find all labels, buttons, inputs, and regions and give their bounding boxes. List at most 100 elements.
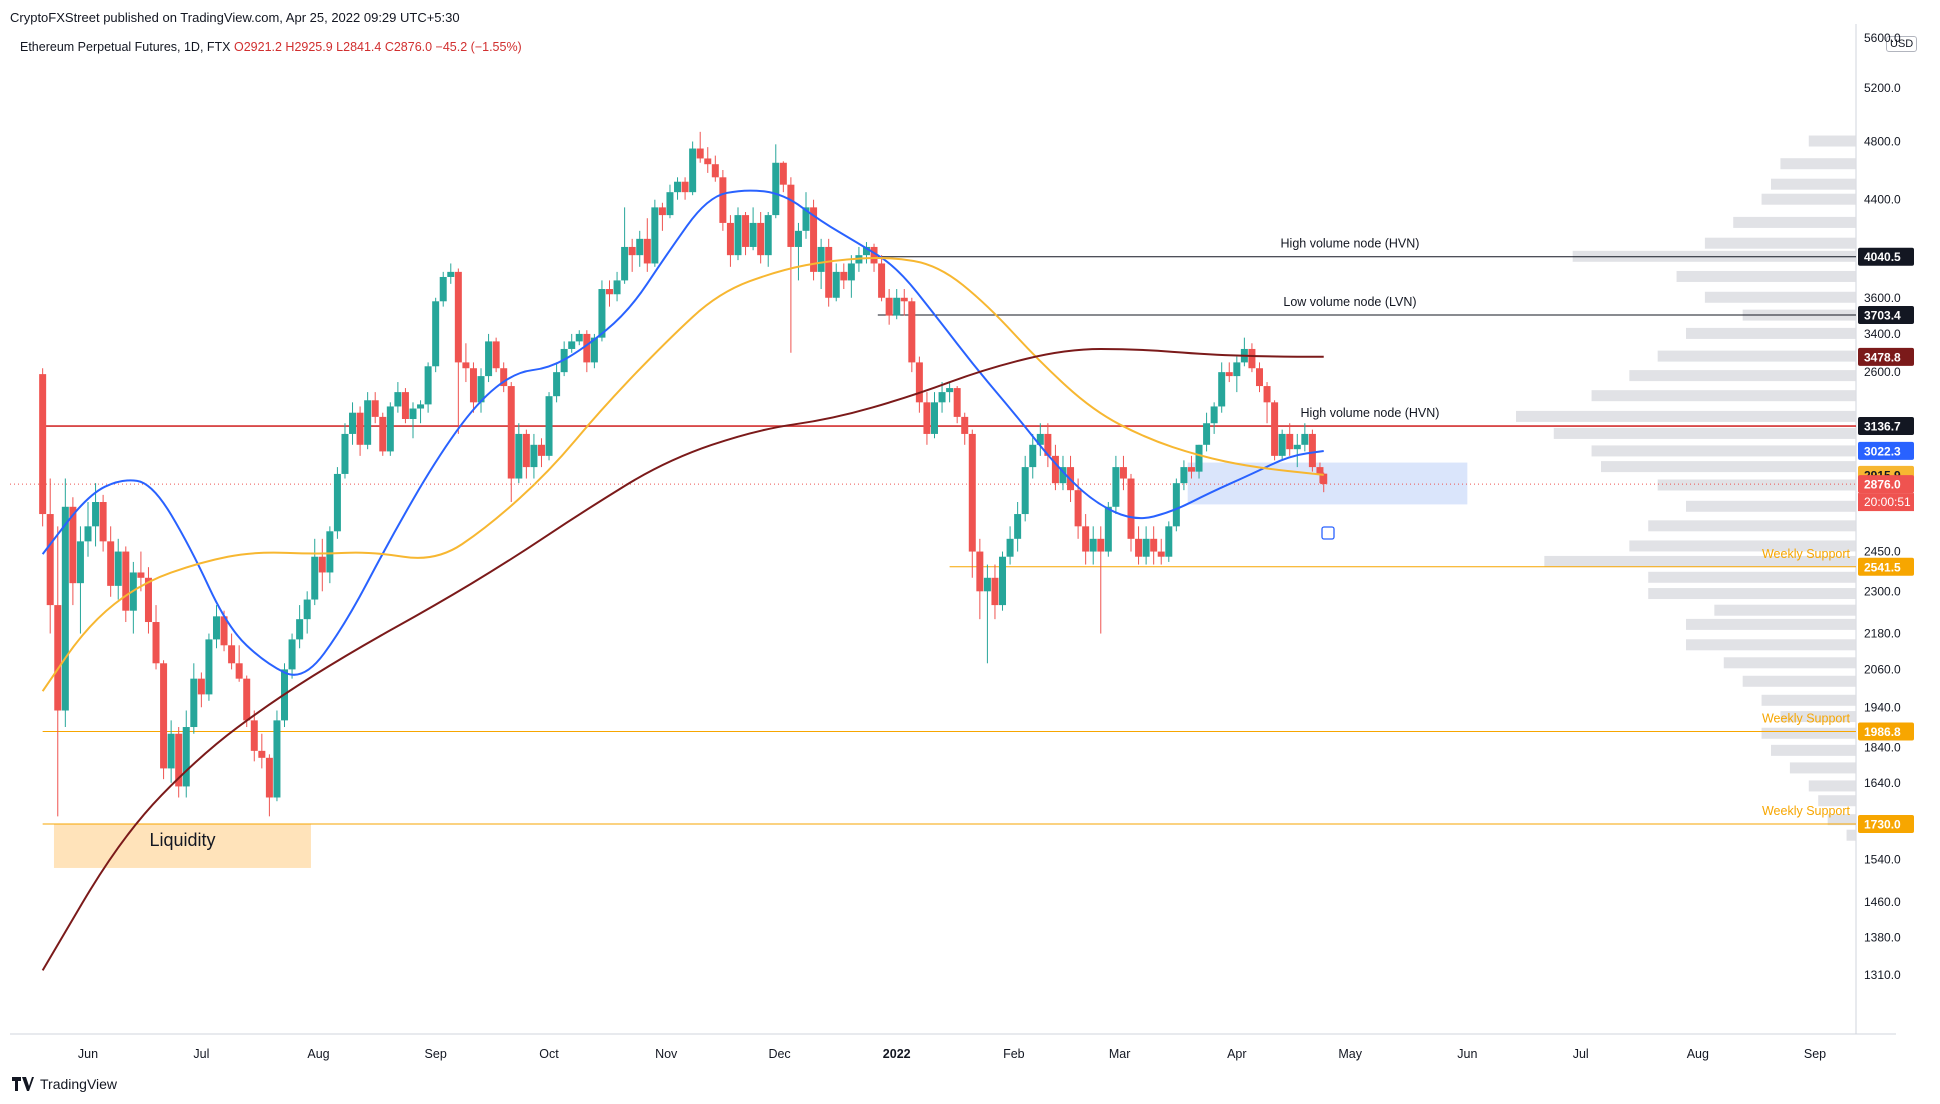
candle-body [379,416,387,452]
candle-body [711,164,719,178]
candle-body [757,222,765,256]
level-label: Weekly Support [1762,711,1851,725]
volume-profile-bar [1686,618,1856,630]
drawing-anchor-handle[interactable] [1321,526,1335,540]
candle-body [817,246,825,272]
volume-profile-bar [1601,461,1856,473]
candle-body [265,757,273,798]
candle-body [46,514,54,606]
candle-body [1021,467,1029,515]
candle-body [575,333,583,342]
zones: Liquidity [53,462,1468,868]
y-tick-label: 4800.0 [1864,135,1901,149]
candle-body [961,416,969,434]
price-badge [1858,247,1914,266]
y-axis: 5200.0 4800.0 4400.0 3600.0 3400.0 2600.0 2450… [1864,31,1901,982]
volume-profile [1516,135,1856,841]
candle-body [356,412,364,445]
candle-body [742,215,750,247]
candle-body [1180,467,1188,484]
candle-body [386,406,394,452]
candle-body [598,289,606,338]
x-tick-label: May [1338,1047,1362,1061]
y-tick-label: 2300.0 [1864,584,1901,598]
volume-profile-bar [1591,445,1856,457]
candle-body [802,207,810,231]
volume-profile-bar [1827,814,1856,826]
candle-body [704,158,712,165]
candle-body [726,222,734,256]
candle-body [1089,538,1097,552]
candle-body [1293,444,1301,450]
price-badge-label: 3703.4 [1864,308,1901,322]
candle-body [658,207,666,216]
candle-body [447,271,455,277]
candle-body [250,720,258,751]
x-tick-label: Sep [1804,1047,1826,1061]
horizontal-levels: High volume node (HVN) Low volume node (L… [10,237,1856,825]
x-tick-label: Apr [1227,1047,1246,1061]
x-tick-label: Dec [768,1047,790,1061]
volume-profile-bar [1780,711,1856,723]
volume-profile-bar [1808,780,1856,792]
candle-body [1172,483,1180,527]
level-label: High volume node (HVN) [1301,406,1440,420]
candle-body [394,392,402,407]
candle-body [61,506,69,711]
price-chart[interactable]: Liquidity High volume node (HVN) Low volu… [0,0,1940,1070]
price-badge [1858,347,1914,366]
candle-body [144,577,152,623]
candle-body [190,678,198,728]
price-badge [1858,815,1914,834]
candle-body [976,551,984,592]
candle-body [349,412,357,434]
candle-body [1051,455,1059,484]
candle-body [1210,406,1218,424]
x-tick-label: Feb [1003,1047,1025,1061]
volume-profile-bar [1771,744,1856,756]
candle-body [1286,433,1294,450]
candle-body [983,577,991,592]
y-tick-label: 1840.0 [1864,740,1901,754]
candle-body [1044,433,1052,456]
countdown-label: 20:00:51 [1864,495,1911,509]
x-tick-label: Aug [1687,1047,1709,1061]
volume-profile-bar [1648,588,1856,600]
candle-body [243,678,251,721]
symbol-name[interactable]: Ethereum Perpetual Futures, 1D, FTX [20,40,231,54]
candle-body [968,433,976,552]
candle-body [258,750,266,758]
candle-body [114,551,122,586]
price-badge [1858,441,1914,460]
candle-body [1059,467,1067,484]
candle-body [794,230,802,247]
price-badge [1858,557,1914,576]
candle-body [900,297,908,302]
candle-body [772,162,780,216]
x-axis: Jun Jul Aug Sep Oct Nov Dec 2022 Feb Mar Apr May Jun… [78,1047,1826,1061]
candle-body [1320,473,1328,485]
candle-body [734,215,742,256]
candle-body [1029,444,1037,468]
liquidity-zone [53,824,311,868]
volume-profile-bar [1648,520,1856,532]
candle-body [674,181,682,193]
candle-body [296,619,304,640]
currency-label[interactable]: USD [1886,36,1918,52]
candle-body [318,556,326,573]
candle-body [341,433,349,474]
candles [39,131,1328,817]
candle-body [477,376,485,403]
candle-body [537,444,545,456]
y-tick-label: 1940.0 [1864,700,1901,714]
y-tick-label: 1540.0 [1864,853,1901,867]
candle-body [613,280,621,295]
candle-body [469,368,477,403]
candle-body [197,678,205,695]
candle-body [787,184,795,247]
candle-body [311,556,319,600]
candle-body [870,246,878,264]
candle-body [810,207,818,272]
volume-profile-bar [1648,571,1856,583]
